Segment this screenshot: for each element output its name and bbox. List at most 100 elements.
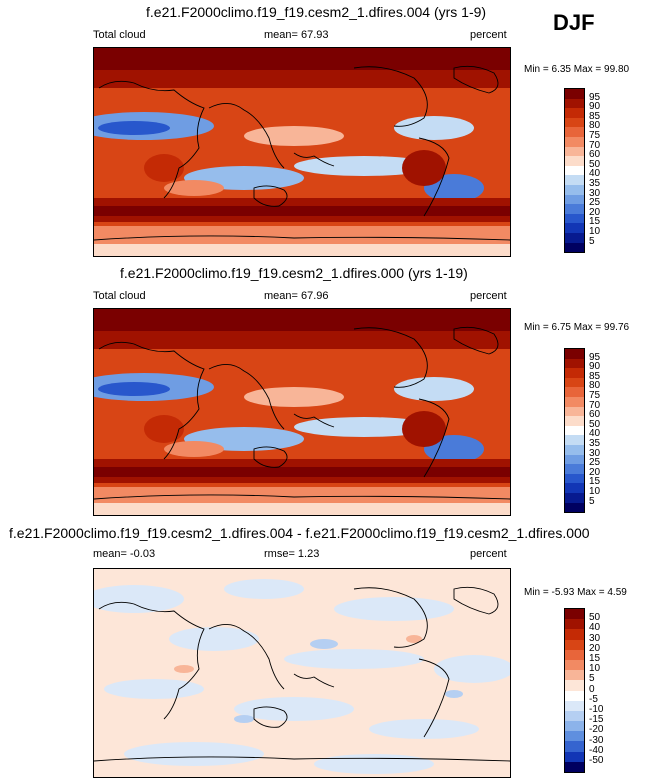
panel3-mean-label: mean= -0.03	[93, 548, 156, 560]
colorbar-swatch	[565, 117, 584, 128]
panel2-units-label: percent	[470, 290, 507, 302]
colorbar-swatch	[565, 368, 584, 378]
colorbar-swatch	[565, 700, 584, 711]
colorbar-swatch	[565, 387, 584, 397]
colorbar-tick-label: 50	[589, 418, 601, 430]
panel1-map	[93, 47, 511, 257]
colorbar-swatch	[565, 213, 584, 224]
season-label: DJF	[553, 10, 595, 35]
colorbar-swatch	[565, 464, 584, 474]
colorbar-swatch	[565, 425, 584, 436]
colorbar-tick-label: 20	[589, 466, 601, 478]
panel3-minmax: Min = -5.93 Max = 4.59	[524, 587, 627, 598]
colorbar-tick-label: -5	[589, 693, 598, 705]
colorbar-tick-label: 35	[589, 438, 601, 449]
colorbar-swatch	[565, 444, 584, 455]
colorbar-tick-label: 10	[589, 486, 601, 497]
colorbar-tick-label: 40	[589, 622, 601, 634]
colorbar-tick-label: 90	[589, 101, 601, 113]
colorbar-swatch	[565, 649, 584, 660]
colorbar-swatch	[565, 223, 584, 233]
colorbar-swatch	[565, 659, 584, 671]
colorbar-swatch	[565, 127, 584, 137]
panel2-title: f.e21.F2000climo.f19_f19.cesm2_1.dfires.…	[120, 265, 468, 281]
colorbar-tick-label: 5	[589, 235, 595, 247]
colorbar-tick-label: 75	[589, 130, 601, 141]
colorbar-tick-label: 20	[589, 206, 601, 218]
colorbar-swatch	[565, 454, 584, 465]
colorbar-swatch	[565, 483, 584, 493]
panel3-title: f.e21.F2000climo.f19_f19.cesm2_1.dfires.…	[9, 525, 590, 541]
colorbar-swatch	[565, 492, 584, 503]
colorbar-tick-label: 5	[589, 495, 595, 507]
colorbar-tick-label: 95	[589, 91, 601, 103]
colorbar-tick-label: 70	[589, 139, 601, 151]
colorbar-swatch	[565, 761, 584, 772]
panel1-mean-label: mean= 67.93	[264, 29, 329, 41]
colorbar-tick-label: 85	[589, 370, 601, 382]
colorbar-swatch	[565, 751, 584, 762]
colorbar-tick-label: 0	[589, 683, 595, 695]
colorbar-tick-label: 15	[589, 476, 601, 488]
colorbar-tick-label: 30	[589, 187, 601, 199]
colorbar-swatch	[565, 629, 584, 640]
colorbar-swatch	[565, 349, 584, 359]
colorbar-tick-label: -50	[589, 755, 604, 766]
panel3-units-label: percent	[470, 548, 507, 560]
colorbar-swatch	[565, 710, 584, 722]
panel2-map-plot	[94, 309, 510, 515]
colorbar-tick-label: 35	[589, 178, 601, 189]
colorbar-tick-label: 10	[589, 663, 601, 675]
panel3-colorbar	[564, 608, 585, 774]
colorbar-swatch	[565, 146, 584, 157]
colorbar-swatch	[565, 690, 584, 701]
colorbar-swatch	[565, 396, 584, 407]
colorbar-swatch	[565, 416, 584, 426]
colorbar-tick-label: -15	[589, 714, 604, 726]
colorbar-swatch	[565, 89, 584, 99]
colorbar-swatch	[565, 136, 584, 147]
colorbar-swatch	[565, 204, 584, 214]
colorbar-swatch	[565, 377, 584, 388]
panel2-colorbar	[564, 348, 585, 514]
colorbar-swatch	[565, 731, 584, 742]
colorbar-tick-label: -30	[589, 734, 604, 746]
colorbar-tick-label: 85	[589, 110, 601, 122]
colorbar-tick-label: 40	[589, 428, 601, 440]
colorbar-tick-label: 70	[589, 399, 601, 411]
colorbar-tick-label: 25	[589, 197, 601, 209]
panel1-title: f.e21.F2000climo.f19_f19.cesm2_1.dfires.…	[146, 4, 487, 20]
colorbar-swatch	[565, 98, 584, 109]
panel2-map	[93, 308, 511, 516]
panel1-map-plot	[94, 48, 510, 256]
panel3-rmse-label: rmse= 1.23	[264, 548, 320, 560]
colorbar-swatch	[565, 165, 584, 176]
panel1-units-label: percent	[470, 29, 507, 41]
colorbar-tick-label: 80	[589, 120, 601, 132]
colorbar-tick-label: 40	[589, 168, 601, 180]
colorbar-swatch	[565, 473, 584, 484]
colorbar-swatch	[565, 175, 584, 185]
colorbar-tick-label: 25	[589, 457, 601, 469]
colorbar-swatch	[565, 194, 584, 205]
colorbar-swatch	[565, 680, 584, 691]
colorbar-tick-label: 50	[589, 612, 601, 624]
colorbar-swatch	[565, 670, 584, 681]
colorbar-tick-label: -40	[589, 744, 604, 756]
colorbar-tick-label: 80	[589, 380, 601, 392]
colorbar-swatch	[565, 108, 584, 118]
colorbar-swatch	[565, 619, 584, 630]
colorbar-swatch	[565, 184, 584, 195]
colorbar-tick-label: 75	[589, 390, 601, 401]
colorbar-swatch	[565, 242, 584, 253]
colorbar-swatch	[565, 358, 584, 369]
colorbar-swatch	[565, 609, 584, 620]
colorbar-swatch	[565, 721, 584, 732]
colorbar-swatch	[565, 156, 584, 166]
colorbar-tick-label: -10	[589, 704, 604, 715]
colorbar-tick-label: 15	[589, 653, 601, 664]
colorbar-tick-label: -20	[589, 724, 604, 736]
colorbar-tick-label: 20	[589, 642, 601, 654]
panel1-minmax: Min = 6.35 Max = 99.80	[524, 64, 630, 75]
panel2-minmax: Min = 6.75 Max = 99.76	[524, 322, 630, 333]
